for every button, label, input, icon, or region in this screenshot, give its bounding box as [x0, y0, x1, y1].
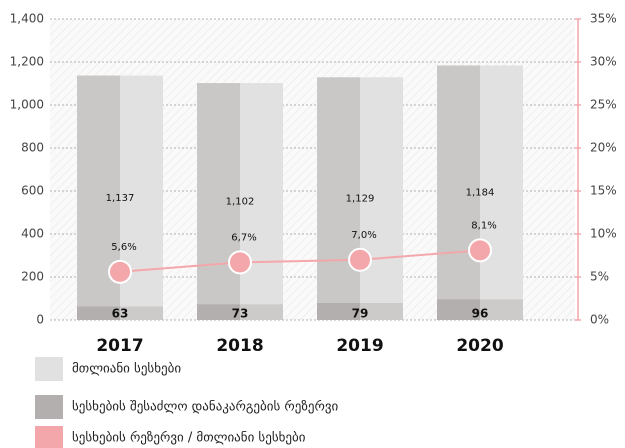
line-value-label: 6,7%: [231, 232, 256, 243]
y-tick-label: 0: [36, 313, 44, 327]
bar: [77, 306, 163, 320]
legend-swatch: [35, 426, 63, 448]
legend-swatch: [35, 357, 63, 381]
bar: [197, 304, 283, 320]
y2-tick-label: 0%: [590, 313, 609, 327]
line-value-label: 8,1%: [471, 220, 496, 231]
y2-tick-label: 5%: [590, 270, 609, 284]
bar-value-label: 63: [112, 307, 129, 321]
bar-value-label: 1,129: [346, 194, 375, 205]
x-tick-label: 2020: [456, 336, 503, 356]
y-tick-label: 600: [21, 184, 44, 198]
legend-swatch: [35, 395, 63, 419]
bar-value-label: 79: [352, 307, 369, 321]
line-point: [468, 238, 492, 263]
bar-value-label: 96: [472, 307, 489, 321]
line-value-label: 5,6%: [111, 242, 136, 253]
line-point: [348, 247, 372, 272]
y2-tick-label: 15%: [590, 184, 617, 198]
y-tick-label: 1,000: [10, 98, 44, 112]
bar-value-label: 1,184: [466, 188, 495, 199]
bar: [437, 65, 523, 320]
bar: [437, 299, 523, 320]
legend-label: მთლიანი სესხები: [72, 362, 181, 377]
y2-tick-label: 20%: [590, 141, 617, 155]
y-tick-label: 800: [21, 141, 44, 155]
bar-value-label: 73: [232, 307, 249, 321]
line-point: [108, 259, 132, 284]
y2-tick-label: 35%: [590, 12, 617, 26]
legend-label: სესხების შესაძლო დანაკარგების რეზერვი: [72, 400, 338, 415]
x-tick-label: 2018: [216, 336, 263, 356]
y-tick-label: 200: [21, 270, 44, 284]
bar-value-label: 1,102: [226, 197, 255, 208]
legend-label: სესხების რეზერვი / მთლიანი სესხები: [72, 431, 306, 446]
y2-tick-label: 25%: [590, 98, 617, 112]
line-value-label: 7,0%: [351, 230, 376, 241]
y-tick-label: 400: [21, 227, 44, 241]
bar-value-label: 1,137: [106, 193, 135, 204]
line: [119, 249, 481, 273]
y2-tick-label: 30%: [590, 55, 617, 69]
bar: [197, 83, 283, 320]
y-tick-label: 1,200: [10, 55, 44, 69]
y-tick-label: 1,400: [10, 12, 44, 26]
bar: [317, 303, 403, 320]
x-tick-label: 2017: [96, 336, 143, 356]
line-point: [228, 250, 252, 275]
bar: [317, 77, 403, 320]
x-tick-label: 2019: [336, 336, 383, 356]
y2-tick-label: 10%: [590, 227, 617, 241]
